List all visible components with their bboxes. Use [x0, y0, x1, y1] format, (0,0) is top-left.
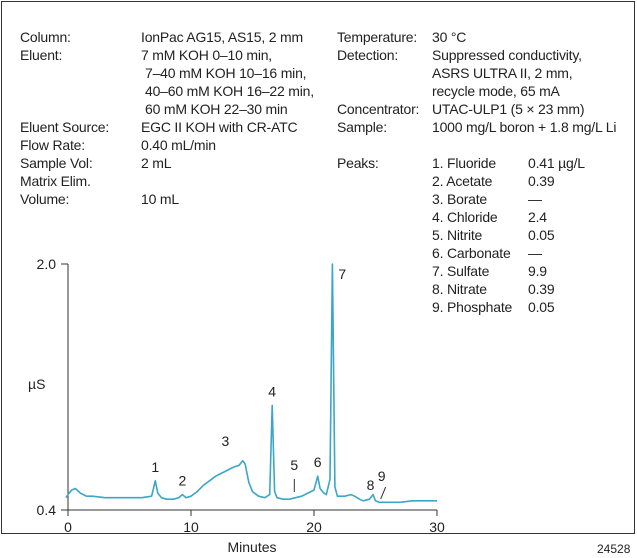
temperature-label: Temperature: — [337, 29, 418, 45]
figure-number: 24528 — [597, 542, 631, 556]
peak-name: 9. Phosphate — [432, 299, 513, 315]
peak-amount: 2.4 — [528, 209, 547, 225]
sample-label: Sample: — [337, 119, 387, 135]
peak-label: 2 — [178, 473, 186, 489]
y-axis-label: µS — [28, 376, 45, 392]
flow-rate-value: 0.40 mL/min — [141, 137, 216, 153]
y-tick-label: 0.4 — [37, 502, 57, 518]
eluent-source-value: EGC II KOH with CR-ATC — [141, 119, 298, 135]
detection-line-3: recycle mode, 65 mA — [432, 83, 560, 99]
chromatogram-trace — [65, 263, 437, 504]
peak-marker — [380, 486, 387, 500]
x-tick-label: 10 — [183, 519, 199, 535]
eluent-source-label: Eluent Source: — [20, 119, 110, 135]
peak-label: 3 — [222, 433, 230, 449]
peak-name: 6. Carbonate — [432, 245, 511, 261]
eluent-label: Eluent: — [20, 47, 63, 63]
peak-amount: — — [528, 191, 542, 207]
column-value: IonPac AG15, AS15, 2 mm — [141, 29, 303, 45]
peak-label: 4 — [268, 383, 276, 399]
peak-name: 7. Sulfate — [432, 263, 490, 279]
peak-amount: 9.9 — [528, 263, 547, 279]
peak-amount: 0.41 µg/L — [528, 155, 585, 171]
matrix-elim-label: Matrix Elim. — [20, 173, 91, 189]
peak-amount: 0.05 — [528, 299, 555, 315]
column-label: Column: — [20, 29, 71, 45]
x-tick-label: 20 — [306, 519, 322, 535]
peak-name: 2. Acetate — [432, 173, 493, 189]
peaks-label: Peaks: — [337, 155, 379, 171]
detection-label: Detection: — [337, 47, 399, 63]
x-tick-label: 0 — [64, 519, 72, 535]
x-axis-label: Minutes — [227, 539, 276, 555]
peak-amount: — — [528, 245, 542, 261]
eluent-line-2: 7–40 mM KOH 10–16 min, — [145, 65, 307, 81]
peak-name: 8. Nitrate — [432, 281, 487, 297]
volume-label: Volume: — [20, 191, 70, 207]
peak-label: 8 — [367, 477, 375, 493]
sample-vol-value: 2 mL — [141, 155, 172, 171]
peak-name: 1. Fluoride — [432, 155, 496, 171]
flow-rate-label: Flow Rate: — [20, 137, 85, 153]
eluent-line-4: 60 mM KOH 22–30 min — [145, 101, 288, 117]
eluent-line-3: 40–60 mM KOH 16–22 min, — [145, 83, 314, 99]
peak-label: 9 — [378, 468, 386, 484]
volume-value: 10 mL — [141, 191, 179, 207]
temperature-value: 30 °C — [432, 29, 467, 45]
peak-label: 1 — [151, 459, 159, 475]
peak-name: 5. Nitrite — [432, 227, 483, 243]
peak-label: 6 — [314, 454, 322, 470]
sample-value: 1000 mg/L boron + 1.8 mg/L Li — [432, 119, 617, 135]
concentrator-value: UTAC-ULP1 (5 × 23 mm) — [432, 101, 585, 117]
peak-amount: 0.39 — [528, 281, 555, 297]
peak-name: 3. Borate — [432, 191, 488, 207]
detection-line-2: ASRS ULTRA II, 2 mm, — [432, 65, 573, 81]
chart-frame — [1, 1, 635, 534]
peak-label: 5 — [290, 457, 298, 473]
peak-label: 7 — [338, 266, 346, 282]
concentrator-label: Concentrator: — [337, 101, 420, 117]
x-tick-label: 30 — [429, 519, 445, 535]
peak-amount: 0.39 — [528, 173, 555, 189]
detection-line-1: Suppressed conductivity, — [432, 47, 582, 63]
y-tick-label: 2.0 — [37, 256, 57, 272]
peak-amount: 0.05 — [528, 227, 555, 243]
peak-name: 4. Chloride — [432, 209, 498, 225]
eluent-line-1: 7 mM KOH 0–10 min, — [141, 47, 272, 63]
sample-vol-label: Sample Vol: — [20, 155, 93, 171]
